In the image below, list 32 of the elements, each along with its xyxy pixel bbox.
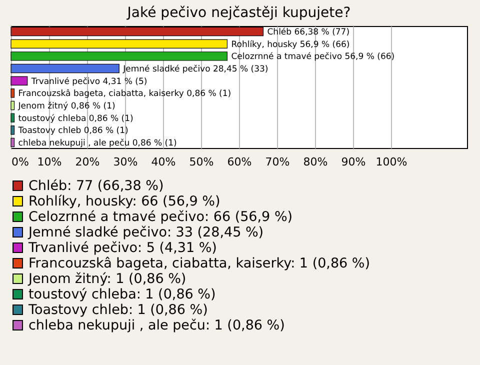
data-label: Jenom žitný 0,86 % (1) [17,101,116,112]
data-label: Rohlíky, housky 56,9 % (66) [231,40,350,50]
data-label: Celozrnné a tmavé pečivo 56,9 % (66) [231,52,395,62]
legend-label: Francouzskâ bageta, ciabatta, kaiserky: 1 (0,86 %) [28,255,370,272]
legend-label: chleba nekupuji , ale peču: 1 (0,86 %) [28,317,285,334]
chart-title: Jaké pečivo nejčastěji kupujete? [126,5,351,21]
data-label: Jemné sladké pečivo 28,45 % (33) [122,64,268,75]
x-tick-label: 100% [376,156,408,168]
x-tick-label: 80% [303,156,328,168]
x-tick-label: 0% [12,156,29,168]
x-tick-label: 90% [341,156,366,168]
x-tick-label: 30% [113,156,138,168]
data-label: Trvanlivé pečivo 4,31 % (5) [30,76,148,87]
x-tick-label: 40% [151,156,176,168]
data-label: chleba nekupuji , ale peču 0,86 % (1) [18,138,177,148]
data-label: toustový chleba 0,86 % (1) [18,114,134,124]
data-label: Toastovy chleb 0,86 % (1) [17,126,128,136]
legend-label: Jenom žitný: 1 (0,86 %) [28,270,186,287]
legend-label: Jemné sladké pečivo: 33 (28,45 %) [28,224,264,240]
legend-label: Rohlíky, housky: 66 (56,9 %) [28,193,220,210]
data-label: Francouzskâ bageta, ciabatta, kaiserky 0,86 % (1) [18,89,232,100]
x-tick-label: 60% [227,156,252,168]
legend-label: toustový chleba: 1 (0,86 %) [28,286,216,302]
x-tick-label: 10% [37,156,62,168]
legend-label: Chléb: 77 (66,38 %) [28,178,164,194]
data-label: Chléb 66,38 % (77) [267,28,350,38]
x-tick-label: 50% [189,156,214,168]
legend-label: Toastovy chleb: 1 (0,86 %) [28,302,208,318]
legend-label: Trvanlivé pečivo: 5 (4,31 %) [28,240,217,256]
legend-label: Celozrnné a tmavé pečivo: 66 (56,9 %) [28,208,293,225]
x-tick-label: 70% [265,156,290,168]
x-tick-label: 20% [75,156,100,168]
